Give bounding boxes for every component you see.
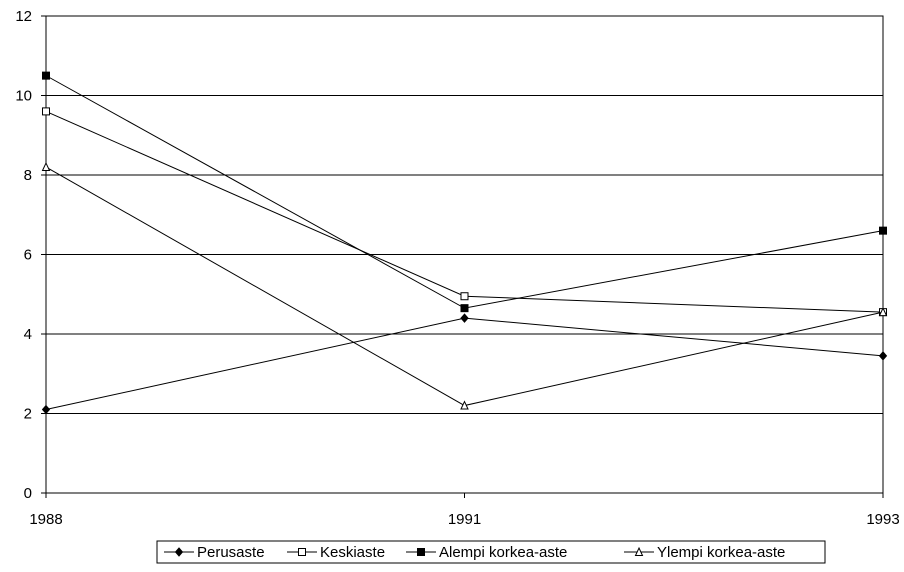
data-point-marker <box>460 292 469 301</box>
data-point-marker <box>879 226 887 235</box>
series-perusaste <box>41 313 888 415</box>
legend-label: Keskiaste <box>320 544 385 561</box>
data-point-marker <box>460 304 469 313</box>
legend: Perusaste Keskiaste Alempi korkea-aste Ylem… <box>156 540 826 564</box>
series-line <box>45 110 884 313</box>
legend-label: Ylempi korkea-aste <box>657 544 785 561</box>
gridlines <box>41 15 883 494</box>
series-lines <box>41 71 888 415</box>
y-tick-label: 4 <box>24 326 32 343</box>
x-tick-label: 1988 <box>29 511 62 528</box>
legend-marker <box>634 546 644 556</box>
legend-marker <box>298 548 306 556</box>
legend-label: Alempi korkea-aste <box>439 544 567 561</box>
legend-marker <box>174 547 184 557</box>
data-point-marker <box>41 161 51 172</box>
legend-label: Perusaste <box>197 544 265 561</box>
data-point-marker <box>460 313 469 323</box>
series-ylempi-korkea-aste <box>41 161 888 410</box>
y-tick-label: 8 <box>24 167 32 184</box>
y-axis-tick-labels: 0 2 4 6 8 10 12 <box>15 8 32 502</box>
y-tick-label: 10 <box>15 88 32 105</box>
legend-item: Ylempi korkea-aste <box>624 544 785 561</box>
data-point-marker <box>878 351 888 361</box>
series-line <box>45 317 884 411</box>
y-tick-label: 6 <box>24 247 32 264</box>
x-tick-label: 1991 <box>448 511 481 528</box>
series-keskiaste <box>42 107 887 317</box>
legend-item: Keskiaste <box>287 544 385 561</box>
x-axis-tick-labels: 1988 1991 1993 <box>29 493 900 528</box>
x-tick-label: 1993 <box>866 511 899 528</box>
data-point-marker <box>460 400 469 410</box>
legend-item: Alempi korkea-aste <box>406 544 567 561</box>
legend-item: Perusaste <box>164 544 265 561</box>
series-line <box>45 166 884 407</box>
data-point-marker <box>41 404 51 415</box>
y-tick-label: 2 <box>24 406 32 423</box>
data-point-marker <box>42 107 50 116</box>
series-alempi-korkea-aste <box>42 71 887 313</box>
data-point-marker <box>42 71 50 80</box>
legend-box <box>156 540 826 564</box>
y-tick-label: 0 <box>24 485 32 502</box>
series-line <box>45 75 884 309</box>
data-point-marker <box>878 306 888 317</box>
y-tick-label: 12 <box>15 8 32 25</box>
legend-marker <box>417 548 425 556</box>
